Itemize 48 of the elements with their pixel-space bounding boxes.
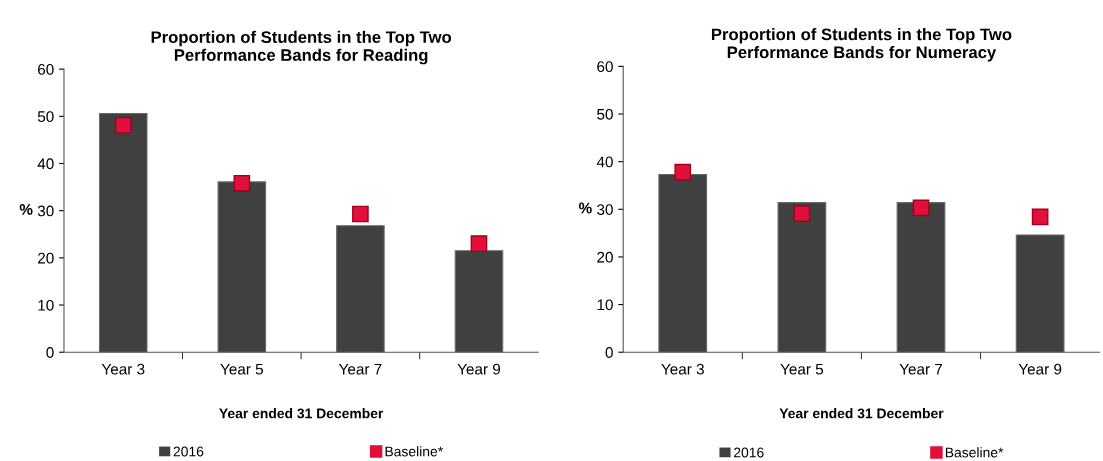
point	[470, 235, 488, 253]
point	[912, 199, 930, 217]
x-tick-label: Year 9	[1018, 363, 1062, 375]
x-tick-label: Year 5	[780, 363, 824, 375]
x-axis-title: Year ended 31 December	[219, 408, 384, 419]
point	[674, 163, 692, 181]
x-tick-label: Year 7	[338, 363, 382, 375]
point	[114, 116, 132, 134]
point	[1031, 208, 1049, 226]
y-tick-label: 30	[597, 204, 613, 215]
chart-title: Proportion of Students in the Top Two Performance Bands for Numeracy	[711, 28, 1012, 62]
point	[233, 174, 251, 192]
bar	[336, 225, 385, 353]
y-tick-label: 40	[596, 156, 613, 168]
x-axis-title: Year ended 31 December	[779, 408, 944, 419]
bar	[454, 250, 504, 353]
y-tick-label: 10	[597, 299, 613, 311]
y-tick-label: 60	[597, 61, 613, 73]
x-tick-label: Year 5	[220, 363, 263, 375]
y-tick-label: 20	[38, 252, 54, 264]
chart-title: Proportion of Students in the Top Two Performance Bands for Reading	[151, 30, 452, 65]
y-tick-label: 50	[37, 111, 54, 123]
legend-label: 2016	[734, 447, 764, 458]
y-axis-title: %	[19, 204, 33, 215]
bar	[896, 202, 946, 353]
y-tick-label: 0	[46, 347, 54, 358]
x-tick-label: Year 3	[101, 363, 145, 375]
y-tick-label: 0	[605, 347, 613, 358]
y-tick-label: 30	[37, 205, 54, 217]
bar	[217, 181, 267, 353]
bar	[777, 202, 827, 353]
x-tick-label: Year 3	[661, 363, 704, 375]
x-tick-label: Year 7	[899, 363, 943, 375]
y-tick-label: 20	[597, 251, 613, 263]
bar	[98, 112, 148, 353]
point	[793, 205, 811, 222]
y-tick-label: 50	[597, 108, 613, 120]
y-tick-label: 10	[38, 299, 54, 311]
bar	[658, 173, 708, 353]
x-tick-label: Year 9	[457, 363, 501, 375]
point	[352, 205, 369, 223]
y-axis-title: %	[578, 202, 592, 214]
legend-label: 2016	[173, 446, 204, 457]
legend-label: Baseline*	[385, 446, 443, 457]
y-tick-label: 60	[38, 64, 54, 75]
bar	[1015, 234, 1065, 353]
y-tick-label: 40	[37, 158, 54, 170]
legend-label: Baseline*	[945, 447, 1004, 458]
